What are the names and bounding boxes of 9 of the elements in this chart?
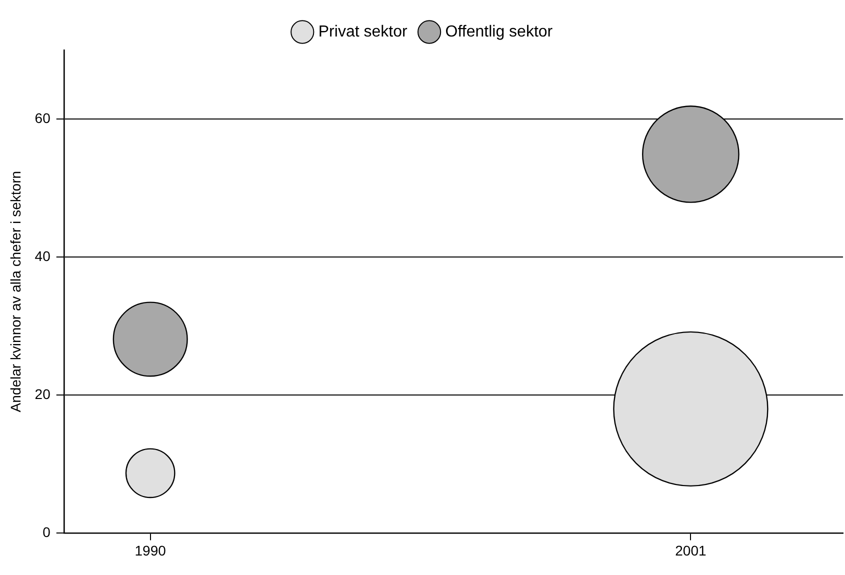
- y-axis-title: Andelar kvinnor av alla chefer i sektorn: [7, 170, 24, 412]
- y-tick-label: 60: [34, 110, 51, 126]
- x-tick-label: 2001: [675, 542, 706, 558]
- y-tick-label: 20: [34, 386, 51, 402]
- legend-label: Privat sektor: [318, 23, 408, 40]
- y-tick-label: 40: [34, 248, 51, 264]
- x-tick-label: 1990: [134, 542, 166, 558]
- legend-label: Offentlig sektor: [445, 23, 554, 40]
- y-tick-label: 0: [42, 524, 51, 540]
